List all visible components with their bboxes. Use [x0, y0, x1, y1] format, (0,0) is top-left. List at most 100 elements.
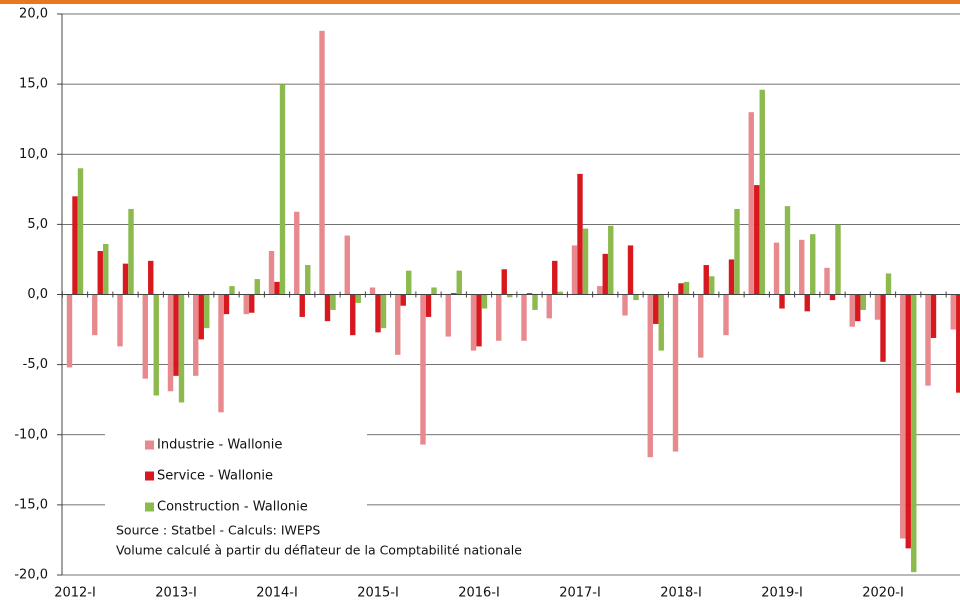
- bar: [173, 294, 179, 376]
- bar: [507, 294, 513, 298]
- bar: [532, 294, 538, 310]
- bar: [223, 294, 230, 315]
- y-tick-label: 5,0: [27, 217, 48, 232]
- y-tick-label: -20,0: [14, 568, 48, 583]
- bar: [709, 276, 715, 295]
- bar: [456, 270, 462, 295]
- x-tick-label: 2017-I: [559, 586, 601, 601]
- x-tick-label: 2015-I: [357, 586, 399, 601]
- bar: [810, 234, 816, 295]
- bar: [103, 244, 109, 295]
- x-tick-label: 2020-I: [862, 586, 904, 601]
- bar: [557, 291, 563, 295]
- legend-label: Service - Wallonie: [157, 469, 273, 484]
- bar: [148, 260, 154, 295]
- bar: [97, 251, 103, 295]
- bar: [622, 294, 628, 316]
- bar: [204, 294, 210, 329]
- bar: [193, 294, 199, 376]
- bar: [72, 196, 78, 295]
- bar: [860, 294, 866, 310]
- bar: [874, 294, 881, 320]
- bar: [734, 208, 740, 295]
- bar: [597, 286, 603, 295]
- bar: [799, 239, 805, 295]
- bar: [243, 294, 249, 315]
- y-tick-label: 10,0: [19, 147, 48, 162]
- annotation: Volume calculé à partir du déflateur de …: [116, 543, 522, 558]
- bar: [829, 294, 836, 301]
- bar: [672, 294, 679, 452]
- bar: [268, 251, 275, 295]
- bar: [804, 294, 810, 312]
- bar: [773, 242, 780, 295]
- bar: [703, 265, 709, 295]
- bar: [608, 225, 614, 295]
- bar: [254, 279, 260, 295]
- bar: [779, 294, 785, 309]
- annotation: Source : Statbel - Calculs: IWEPS: [116, 523, 320, 538]
- x-tick-label: 2014-I: [256, 586, 298, 601]
- x-tick-label: 2016-I: [458, 586, 500, 601]
- bar: [653, 294, 659, 324]
- bar: [128, 208, 134, 295]
- x-tick-label: 2018-I: [660, 586, 702, 601]
- bar: [218, 294, 224, 413]
- bar: [658, 294, 664, 351]
- y-tick-label: -5,0: [23, 357, 48, 372]
- bar: [249, 294, 255, 313]
- bar: [627, 245, 634, 295]
- bar: [728, 259, 735, 295]
- bar: [294, 211, 300, 295]
- bar: [425, 294, 432, 317]
- bar: [885, 273, 892, 295]
- bar: [849, 294, 855, 327]
- bar: [835, 224, 841, 295]
- bar: [723, 294, 729, 336]
- bar: [577, 173, 583, 295]
- bar: [77, 168, 84, 295]
- bar: [66, 294, 73, 368]
- bar: [117, 294, 123, 347]
- bar: [521, 294, 527, 341]
- bar: [470, 294, 477, 351]
- bar: [759, 89, 765, 295]
- bar: [445, 294, 451, 337]
- bar: [142, 294, 148, 379]
- bar: [582, 228, 589, 295]
- legend-swatch: [145, 471, 154, 481]
- bar: [546, 294, 552, 319]
- bar: [571, 245, 578, 295]
- bar: [279, 84, 286, 295]
- legend-label: Construction - Wallonie: [157, 500, 308, 515]
- bar: [911, 294, 917, 573]
- bar: [369, 287, 376, 295]
- bar: [748, 112, 754, 295]
- bar: [855, 294, 861, 322]
- bar: [633, 294, 639, 301]
- bar: [824, 267, 830, 295]
- legend-swatch: [145, 440, 154, 450]
- bar: [451, 293, 457, 295]
- bar: [784, 206, 791, 295]
- bar: [900, 294, 906, 539]
- bar: [167, 294, 174, 392]
- bar: [476, 294, 482, 347]
- bar: [496, 294, 502, 341]
- bar: [526, 293, 533, 295]
- bar: [380, 294, 387, 329]
- y-tick-label: -15,0: [14, 497, 48, 512]
- bar: [229, 286, 235, 295]
- bar: [355, 294, 361, 303]
- bar: [880, 294, 886, 362]
- bar: [274, 281, 280, 295]
- bar: [647, 294, 653, 458]
- bar: [602, 253, 608, 295]
- bar: [420, 294, 426, 445]
- bar: [299, 294, 305, 317]
- y-tick-label: 20,0: [19, 7, 48, 22]
- bar: [178, 294, 185, 403]
- bar: [925, 294, 931, 386]
- bar: [956, 294, 960, 393]
- x-tick-label: 2019-I: [761, 586, 803, 601]
